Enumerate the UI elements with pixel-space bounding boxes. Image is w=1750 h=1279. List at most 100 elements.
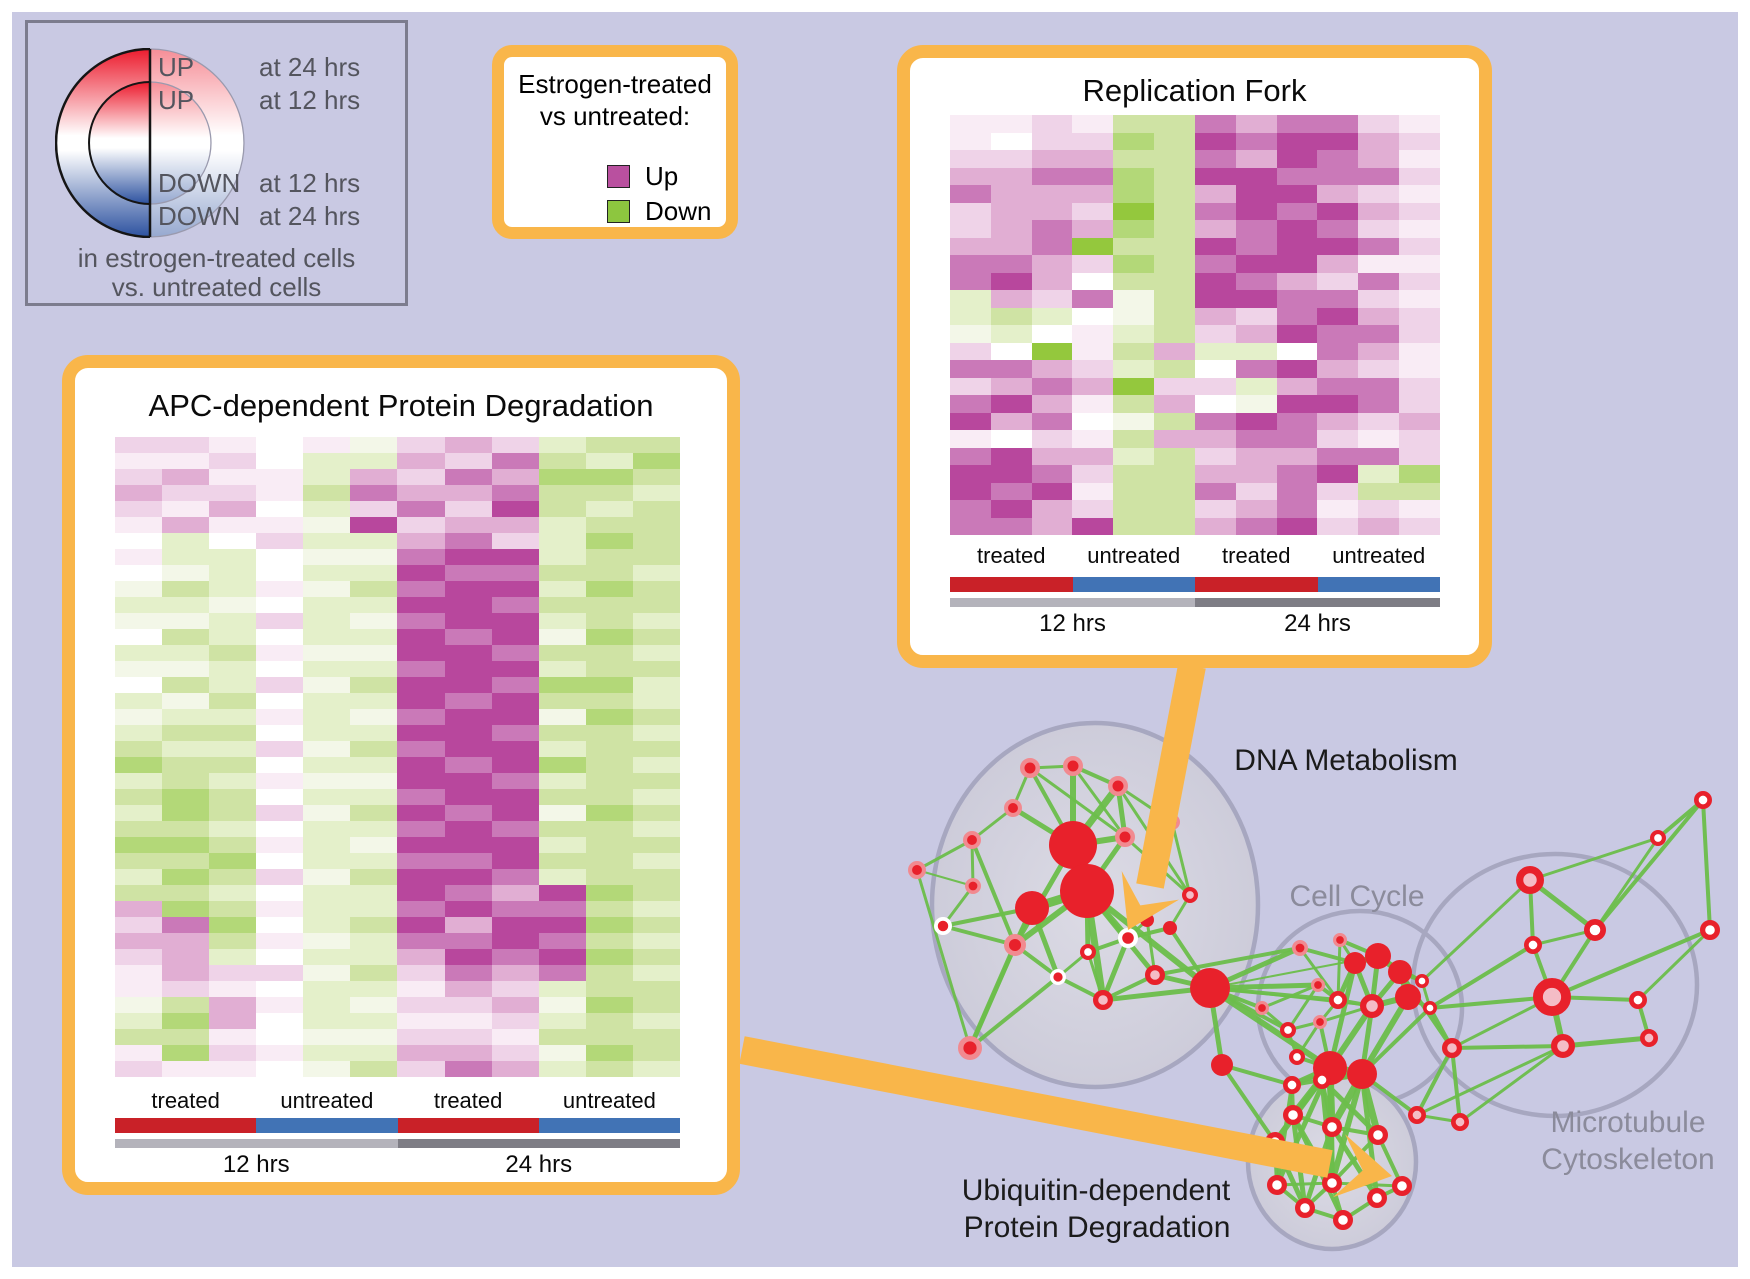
network-node xyxy=(1699,919,1720,940)
network-node xyxy=(963,831,982,850)
treatment-bar-segment xyxy=(950,577,1073,592)
heatmap-cell xyxy=(538,933,586,949)
heatmap-cell xyxy=(1194,255,1236,273)
heatmap-cell xyxy=(491,933,539,949)
heatmap-cell xyxy=(303,869,351,885)
heatmap-cell xyxy=(303,981,351,997)
heatmap-cell xyxy=(538,773,586,789)
heatmap-cell xyxy=(209,885,257,901)
link-arrow-shaft xyxy=(739,1036,1333,1178)
heatmap-cell xyxy=(585,613,633,629)
network-edge xyxy=(1319,1077,1381,1138)
heatmap-cell xyxy=(444,885,492,901)
heatmap-cell xyxy=(1194,325,1236,343)
heatmap-cell xyxy=(1235,237,1277,255)
heatmap-cell xyxy=(990,115,1032,133)
network-node xyxy=(1693,791,1712,810)
heatmap-cell xyxy=(632,629,680,645)
network-edge xyxy=(1360,1006,1432,1076)
heatmap-cell xyxy=(115,821,163,837)
heatmap-cell xyxy=(256,437,304,453)
heatmap-cell xyxy=(585,565,633,581)
heatmap-cell xyxy=(209,789,257,805)
heatmap-cell xyxy=(491,805,539,821)
heatmap-cell xyxy=(115,709,163,725)
heatmap-cell xyxy=(115,661,163,677)
heatmap-cell xyxy=(538,917,586,933)
heatmap-cell xyxy=(256,853,304,869)
heatmap-cell xyxy=(1072,237,1114,255)
heatmap-cell xyxy=(162,629,210,645)
heatmap-cell xyxy=(538,805,586,821)
heatmap-cell xyxy=(115,645,163,661)
heatmap-cell xyxy=(1072,150,1114,168)
heatmap-cell xyxy=(256,869,304,885)
network-edge xyxy=(1286,983,1320,1032)
heatmap-cell xyxy=(256,485,304,501)
heatmap-cell xyxy=(632,805,680,821)
heatmap-cell xyxy=(585,789,633,805)
heatmap-cell xyxy=(115,533,163,549)
heatmap-cell xyxy=(1235,185,1277,203)
heatmap-cell xyxy=(209,645,257,661)
heatmap-cell xyxy=(1072,377,1114,395)
heatmap-cell xyxy=(1358,237,1400,255)
heatmap-cell xyxy=(115,677,163,693)
network-node xyxy=(1003,933,1026,956)
heatmap-cell xyxy=(1317,395,1359,413)
heatmap-cell xyxy=(632,645,680,661)
heatmap-cell xyxy=(1194,185,1236,203)
heatmap-cell xyxy=(585,1013,633,1029)
heatmap-cell xyxy=(209,853,257,869)
heatmap-cell xyxy=(115,837,163,853)
heatmap-cell xyxy=(632,1029,680,1045)
heatmap-cell xyxy=(162,805,210,821)
heatmap-cell xyxy=(162,517,210,533)
heatmap-cell xyxy=(303,741,351,757)
heatmap-cell xyxy=(491,821,539,837)
heatmap-cell xyxy=(538,821,586,837)
heatmap-cell xyxy=(209,837,257,853)
heatmap-cell xyxy=(1194,482,1236,500)
heatmap-cell xyxy=(115,629,163,645)
heatmap-cell xyxy=(162,1029,210,1045)
network-node xyxy=(1266,1174,1287,1195)
heatmap-cell xyxy=(303,485,351,501)
heatmap-cell xyxy=(397,949,445,965)
heatmap-cell xyxy=(397,805,445,821)
network-node xyxy=(1395,984,1421,1010)
heatmap-cell xyxy=(1154,482,1195,500)
network-label: Ubiquitin-dependent xyxy=(962,1174,1231,1207)
heatmap-cell xyxy=(115,453,163,469)
heatmap-cell xyxy=(1358,377,1400,395)
heatmap-cell xyxy=(950,202,991,220)
heatmap-cell xyxy=(1031,307,1073,325)
network-node xyxy=(1347,1059,1377,1089)
column-group-label: untreated xyxy=(562,1088,656,1113)
network-node xyxy=(1628,991,1647,1010)
heatmap-cell xyxy=(1113,395,1155,413)
heatmap-cell xyxy=(990,465,1032,483)
network-node xyxy=(1391,1175,1412,1196)
heatmap-cell xyxy=(115,1061,163,1077)
heatmap-cell xyxy=(303,965,351,981)
heatmap-cell xyxy=(491,485,539,501)
heatmap-cell xyxy=(397,901,445,917)
network-node xyxy=(908,861,927,880)
heatmap-cell xyxy=(632,1045,680,1061)
network-node xyxy=(1292,939,1309,956)
heatmap-cell xyxy=(1154,202,1195,220)
heatmap-cell xyxy=(990,412,1032,430)
heatmap-cell xyxy=(209,1029,257,1045)
heatmap-cell xyxy=(397,821,445,837)
heatmap-cell xyxy=(1031,377,1073,395)
heatmap-cell xyxy=(585,485,633,501)
heatmap-cell xyxy=(162,613,210,629)
heatmap-cell xyxy=(397,757,445,773)
heatmap-cell xyxy=(256,885,304,901)
heatmap-cell xyxy=(1317,430,1359,448)
heatmap-cell xyxy=(538,1029,586,1045)
treatment-bar-segment xyxy=(1195,577,1318,592)
link-arrow-head xyxy=(1332,1134,1392,1198)
heatmap-cell xyxy=(585,709,633,725)
